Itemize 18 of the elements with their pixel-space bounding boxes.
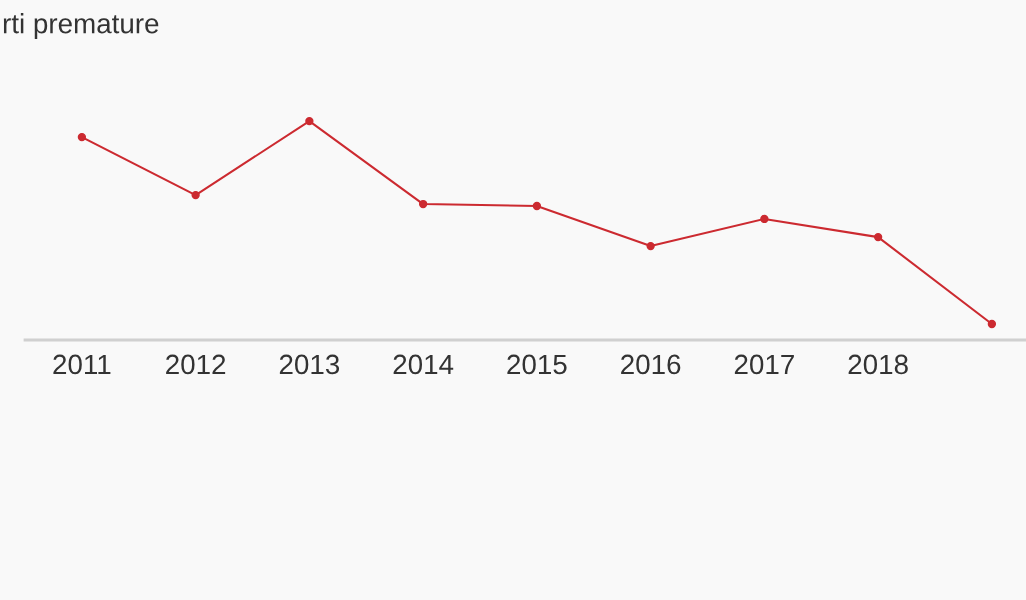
point <box>191 190 200 200</box>
point <box>532 201 542 211</box>
point <box>760 214 769 224</box>
chart-title: rti premature <box>3 13 159 39</box>
x-tick-label: 2016 <box>621 354 681 375</box>
point <box>77 132 87 142</box>
point <box>646 241 655 251</box>
point <box>873 232 883 242</box>
x-tick-label: 2017 <box>734 354 794 375</box>
x-tick-label: 2018 <box>848 354 908 375</box>
x-tick-label: 2014 <box>393 354 454 375</box>
x-tick-label: 2011 <box>53 354 111 375</box>
point <box>305 116 314 126</box>
point <box>418 199 428 209</box>
x-tick-label: 2015 <box>507 354 567 375</box>
x-tick-label: 2013 <box>279 354 340 375</box>
point <box>987 319 997 329</box>
x-tick-label: 2012 <box>166 354 226 375</box>
